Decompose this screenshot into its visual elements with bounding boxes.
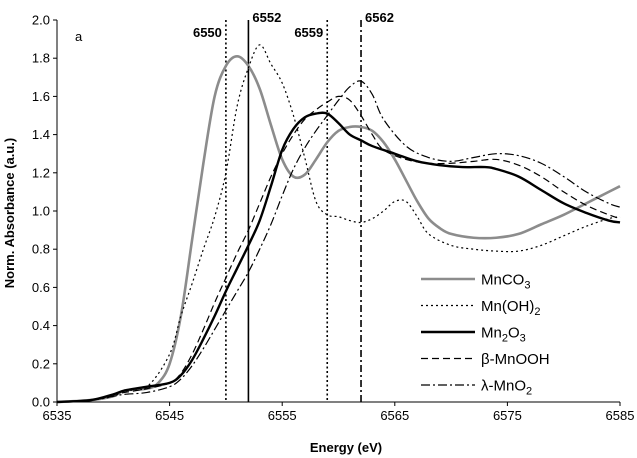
legend: MnCO3 Mn(OH)2 Mn2O3 β-MnOOH λ-MnO2 (421, 272, 550, 398)
y-tick-label: 0.0 (32, 395, 50, 410)
series-line-3 (56, 95, 621, 403)
y-tick-label: 1.6 (32, 89, 50, 104)
reference-label-6562: 6562 (365, 10, 394, 25)
y-tick-label: 1.0 (32, 204, 50, 219)
legend-label-4: λ-MnO2 (481, 378, 532, 398)
series-line-4 (56, 80, 621, 403)
y-axis-label: Norm. Absorbance (a.u.) (2, 138, 17, 288)
x-tick-label: 6585 (606, 408, 635, 423)
x-tick-label: 6545 (155, 408, 184, 423)
x-tick-labels: 6535 6545 6555 6565 6575 6585 (43, 408, 635, 423)
reference-label-6552: 6552 (252, 10, 281, 25)
y-tick-label: 2.0 (32, 13, 50, 28)
data-series (56, 44, 621, 404)
reference-lines: 6550 6552 6559 6562 (193, 10, 394, 402)
legend-label-0: MnCO3 (481, 272, 530, 292)
y-tick-label: 0.4 (32, 318, 50, 333)
y-tick-label: 0.6 (32, 280, 50, 295)
axes (53, 19, 621, 406)
legend-label-1: Mn(OH)2 (481, 298, 540, 318)
x-tick-label: 6565 (380, 408, 409, 423)
y-tick-label: 0.2 (32, 356, 50, 371)
x-tick-label: 6535 (43, 408, 72, 423)
legend-label-3: β-MnOOH (481, 351, 550, 368)
y-tick-label: 1.4 (32, 127, 50, 142)
y-tick-label: 0.8 (32, 242, 50, 257)
y-tick-label: 1.8 (32, 51, 50, 66)
series-line-0 (56, 54, 621, 404)
y-tick-labels: 0.0 0.2 0.4 0.6 0.8 1.0 1.2 1.4 1.6 1.8 2.0 (32, 13, 50, 410)
reference-label-6559: 6559 (294, 25, 323, 40)
panel-label: a (75, 29, 83, 44)
x-tick-label: 6555 (268, 408, 297, 423)
x-axis-label: Energy (eV) (310, 440, 382, 455)
y-tick-label: 1.2 (32, 165, 50, 180)
x-tick-label: 6575 (493, 408, 522, 423)
reference-label-6550: 6550 (193, 25, 222, 40)
legend-label-2: Mn2O3 (481, 325, 526, 345)
series-line-1 (56, 44, 621, 403)
